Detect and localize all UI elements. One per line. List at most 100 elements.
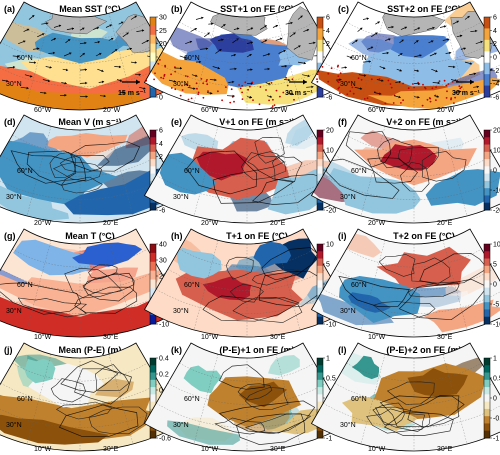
lon-label-2: 30°E xyxy=(103,333,119,341)
wind-vector-head xyxy=(101,80,105,84)
colorbar-swatch xyxy=(150,394,156,403)
colorbar-tick-label: 2 xyxy=(326,41,330,48)
colorbar-tick-label: -0.6 xyxy=(159,436,171,443)
lon-label-1: 20°W xyxy=(368,219,386,227)
panel-title: T+2 on FE (°C) xyxy=(393,231,455,241)
field-anomaly xyxy=(348,292,391,313)
colorbar-swatch xyxy=(317,151,323,160)
wind-vector-head xyxy=(453,65,456,69)
lat-label-30n: 30°N xyxy=(173,80,189,88)
wind-vector-head xyxy=(377,21,380,24)
lat-label-60n: 60°N xyxy=(17,167,33,175)
svg-text:30 m s⁻¹: 30 m s⁻¹ xyxy=(452,90,480,97)
contour-line xyxy=(367,157,418,184)
colorbar-swatch xyxy=(484,309,490,318)
longitude-gridline xyxy=(26,240,52,331)
colorbar-swatch xyxy=(150,202,156,211)
wind-vector-head xyxy=(138,73,141,76)
significance-dot xyxy=(338,92,341,94)
coastline xyxy=(400,162,430,192)
significance-dot xyxy=(407,87,410,90)
wind-vector-head xyxy=(417,95,420,99)
map-field xyxy=(311,229,500,337)
colorbar-swatch xyxy=(150,17,156,27)
latitude-gridline xyxy=(179,21,315,41)
coastline xyxy=(52,162,102,182)
longitude-gridline xyxy=(108,126,134,217)
colorbar-tick-label: -10 xyxy=(493,188,500,195)
wind-vector-head xyxy=(85,81,88,85)
wind-vector-head xyxy=(311,85,314,89)
panel-label: (c) xyxy=(338,4,349,14)
wind-vector-head xyxy=(69,52,72,55)
significance-dot xyxy=(249,85,251,88)
significance-dot xyxy=(217,90,219,93)
coastline xyxy=(55,401,113,420)
contour-line xyxy=(10,150,77,184)
contour-line xyxy=(383,411,454,436)
colorbar-tick-label: 10 xyxy=(326,148,334,155)
significance-dot xyxy=(247,88,249,91)
significance-dot xyxy=(421,104,424,107)
coastline xyxy=(229,283,264,303)
lon-label-1: 60°W xyxy=(34,106,52,114)
panel-label: (i) xyxy=(338,231,347,241)
map-field xyxy=(144,2,350,110)
longitude-gridline xyxy=(108,13,134,104)
colorbar-swatch xyxy=(150,52,156,62)
contour-line xyxy=(379,395,465,428)
wind-vector-head xyxy=(223,24,226,27)
wind-vector-head xyxy=(404,26,407,29)
panel-label: (b) xyxy=(171,4,183,14)
longitude-gridline xyxy=(26,13,52,104)
latitude-gridline xyxy=(334,42,494,64)
significance-dot xyxy=(197,91,200,94)
wind-vector-head xyxy=(417,27,420,30)
colorbar-swatch xyxy=(317,166,323,175)
wind-vector-head xyxy=(267,53,271,56)
wind-vector-head xyxy=(30,75,33,78)
coastline xyxy=(377,138,413,169)
lat-label-60n: 60°N xyxy=(184,167,200,175)
field-anomaly xyxy=(72,242,143,267)
colorbar-tick-label: -20 xyxy=(493,208,500,215)
colorbar-swatch xyxy=(484,273,490,281)
wind-vector-head xyxy=(359,27,363,30)
colorbar-swatch xyxy=(317,265,323,274)
map-field xyxy=(0,115,183,223)
wind-vector-head xyxy=(467,16,470,19)
colorbar-swatch xyxy=(484,17,490,29)
wind-vector-head xyxy=(449,51,452,55)
wind-vector-head xyxy=(432,26,435,30)
significance-dot xyxy=(275,89,278,92)
lon-label-1: 10°W xyxy=(368,333,386,341)
significance-dot xyxy=(154,72,156,75)
significance-dot xyxy=(241,98,244,100)
coastline xyxy=(94,364,130,391)
significance-dot xyxy=(400,102,402,104)
colorbar-swatch xyxy=(150,365,156,373)
colorbar-swatch xyxy=(317,401,323,410)
significance-dot xyxy=(431,87,434,90)
latitude-gridline xyxy=(12,21,148,41)
colorbar-tick-label: 0 xyxy=(159,95,163,102)
latitude-gridline xyxy=(346,134,482,154)
significance-dot xyxy=(238,84,240,86)
significance-dot xyxy=(195,82,198,85)
colorbar-tick-label: 0 xyxy=(159,388,163,395)
lat-label-30n: 30°N xyxy=(173,193,189,201)
wind-vector-head xyxy=(118,65,121,69)
significance-dot xyxy=(170,87,173,89)
contour-line xyxy=(398,278,488,321)
significance-dot xyxy=(451,80,454,83)
wind-vector-head xyxy=(418,82,421,86)
wind-vector-head xyxy=(267,67,270,71)
panel-title: SST+1 on FE (°C) xyxy=(220,4,294,14)
colorbar-tick-label: 0 xyxy=(493,168,497,175)
coastline xyxy=(411,257,451,284)
wind-vector-head xyxy=(250,27,254,30)
latitude-gridline xyxy=(334,383,494,405)
